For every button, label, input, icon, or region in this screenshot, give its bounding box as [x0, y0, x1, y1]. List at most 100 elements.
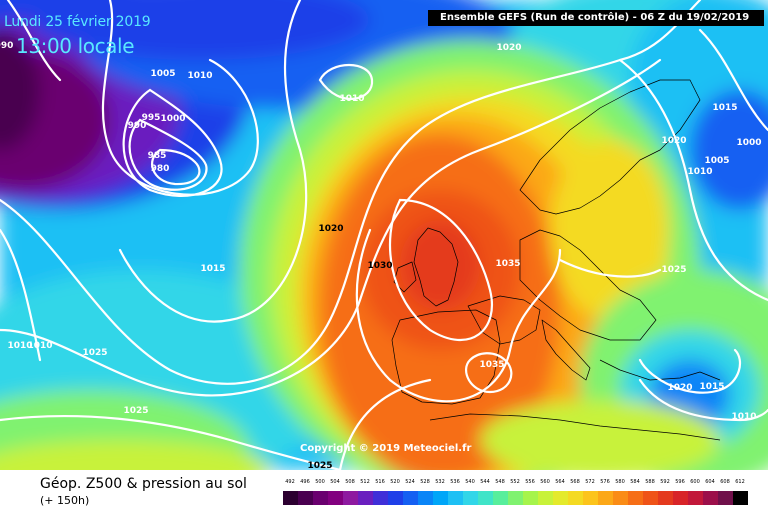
- color-scale-label: 524: [405, 479, 415, 485]
- color-scale-cell: [373, 491, 388, 505]
- color-scale-label: 596: [675, 479, 685, 485]
- isobar-label: 1025: [82, 348, 107, 358]
- color-scale-label: 552: [510, 479, 520, 485]
- isobar-label: 1020: [318, 224, 343, 234]
- color-scale-label: 540: [465, 479, 475, 485]
- color-scale-label: 576: [600, 479, 610, 485]
- color-scale-cell: [628, 491, 643, 505]
- color-scale-label: 560: [540, 479, 550, 485]
- isobar-label: 1020: [661, 136, 686, 146]
- copyright: Copyright © 2019 Meteociel.fr: [300, 443, 472, 454]
- color-scale-label: 568: [570, 479, 580, 485]
- color-scale-label: 572: [585, 479, 595, 485]
- color-scale-cell: [658, 491, 673, 505]
- color-scale-label: 528: [420, 479, 430, 485]
- color-scale-cell: [703, 491, 718, 505]
- color-scale-label: 520: [390, 479, 400, 485]
- isobar-label: 995: [142, 113, 161, 123]
- color-scale-label: 496: [300, 479, 310, 485]
- isobar-label: 1015: [200, 264, 225, 274]
- valid-date: Lundi 25 février 2019: [4, 14, 151, 30]
- color-scale-label: 600: [690, 479, 700, 485]
- color-scale-cell: [388, 491, 403, 505]
- isobar: [698, 28, 768, 132]
- color-scale-label: 608: [720, 479, 730, 485]
- color-scale-cell: [718, 491, 733, 505]
- isobar: [0, 58, 662, 397]
- color-scale-cell: [298, 491, 313, 505]
- isobar-label: 1015: [699, 382, 724, 392]
- color-scale-label: 584: [630, 479, 640, 485]
- color-scale-cell: [643, 491, 658, 505]
- color-scale-cell: [358, 491, 373, 505]
- color-scale-cell: [523, 491, 538, 505]
- isobar-label: 1015: [712, 103, 737, 113]
- france-outline: [467, 295, 541, 345]
- geopotential-field: 1020100510101010990995100098598099010151…: [0, 0, 768, 470]
- run-info-banner: Ensemble GEFS (Run de contrôle) - 06 Z d…: [428, 10, 764, 26]
- isobar-label: 1005: [150, 69, 175, 79]
- color-scale-cell: [688, 491, 703, 505]
- color-scale-label: 604: [705, 479, 715, 485]
- color-scale-label: 544: [480, 479, 490, 485]
- isobar: [618, 58, 768, 302]
- valid-time: 13:00 locale: [16, 34, 135, 58]
- isobar: [388, 198, 493, 342]
- isobar-label: 990: [0, 41, 13, 51]
- color-scale-cell: [313, 491, 328, 505]
- isobar: [0, 228, 42, 362]
- color-scale-label: 500: [315, 479, 325, 485]
- isobar: [464, 352, 513, 394]
- isobar-label: 1010: [187, 71, 212, 81]
- north-africa-outline: [429, 413, 721, 441]
- isobar-label: 1025: [123, 406, 148, 416]
- color-scale-cell: [283, 491, 298, 505]
- color-scale-cell: [583, 491, 598, 505]
- color-scale-cell: [598, 491, 613, 505]
- central-europe-outline: [519, 229, 657, 341]
- color-scale-label: 536: [450, 479, 460, 485]
- isobar-label: 1000: [160, 114, 185, 124]
- isobar-label: 1030: [367, 261, 392, 271]
- color-scale-cell: [478, 491, 493, 505]
- color-scale-label: 556: [525, 479, 535, 485]
- color-scale-cell: [538, 491, 553, 505]
- isobar-label: 1005: [704, 156, 729, 166]
- isobar-label: 1020: [667, 383, 692, 393]
- isobar: [638, 378, 768, 422]
- isobar-label: 980: [151, 164, 170, 174]
- isobar: [558, 258, 662, 278]
- color-scale-label: 612: [735, 479, 745, 485]
- color-scale-cell: [328, 491, 343, 505]
- color-scale-label: 564: [555, 479, 565, 485]
- isobar: [128, 118, 208, 191]
- isobar: [355, 228, 562, 403]
- color-scale-cell: [568, 491, 583, 505]
- isobar-label: 1000: [736, 138, 761, 148]
- weather-map: 1020100510101010990995100098598099010151…: [0, 0, 768, 470]
- color-scale-label: 588: [645, 479, 655, 485]
- color-scale-label: 580: [615, 479, 625, 485]
- isobar-labels: 1020100510101010990995100098598099010151…: [0, 41, 762, 470]
- isobar-label: 1025: [661, 265, 686, 275]
- color-scale-cell: [418, 491, 433, 505]
- isobar: [338, 378, 432, 470]
- balkans-outline: [599, 359, 721, 381]
- color-scale-cell: [403, 491, 418, 505]
- italy-outline: [541, 319, 591, 381]
- color-scale-label: 532: [435, 479, 445, 485]
- isobar-label: 1010: [27, 341, 52, 351]
- forecast-hour: (+ 150h): [40, 494, 90, 507]
- color-scale-legend: 492 496 500 504 508 512 516 520 524 528 532 536 540 5…: [283, 478, 753, 506]
- color-scale-label: 548: [495, 479, 505, 485]
- isobar: [118, 0, 308, 323]
- isobar: [6, 0, 62, 82]
- isobar-label: 990: [128, 121, 147, 131]
- isobar-label: 1010: [731, 412, 756, 422]
- color-scale-cell: [733, 491, 748, 505]
- color-scale-cell: [463, 491, 478, 505]
- isobars: [0, 0, 768, 470]
- isobar-label: 1025: [307, 461, 332, 470]
- color-scale-label: 504: [330, 479, 340, 485]
- isobar: [101, 0, 259, 196]
